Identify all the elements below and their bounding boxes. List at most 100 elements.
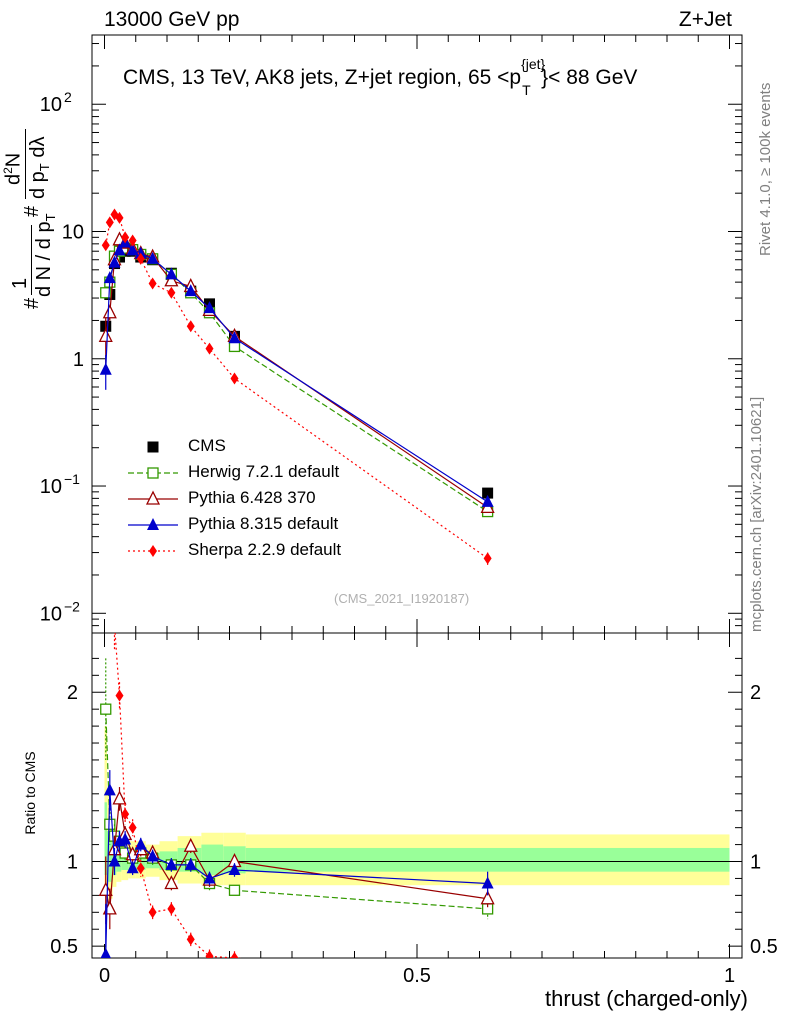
ratio-point-4-9	[186, 933, 195, 946]
ratio-point-2-3	[112, 790, 127, 805]
point-4-10	[205, 342, 214, 355]
ratio-tick-label-left-0: 0.5	[50, 936, 78, 958]
point-3-9	[184, 284, 197, 297]
plot-title-sup: {jet}	[521, 56, 546, 72]
plot-title-prefix: CMS, 13 TeV, AK8 jets, Z+jet region, 65 …	[123, 66, 522, 89]
point-3-5	[126, 243, 139, 256]
point-3-8	[165, 267, 178, 280]
y-tick-label-3: 10	[62, 222, 84, 244]
legend-entry-herwig: Herwig 7.2.1 default	[188, 462, 340, 481]
ratio-point-2-12	[480, 890, 495, 905]
ratio-point-1-1	[104, 818, 116, 830]
plot-title: CMS, 13 TeV, AK8 jets, Z+jet region, 65 …	[123, 56, 638, 98]
band-inner-4	[116, 847, 122, 872]
legend-marker-3	[147, 518, 159, 530]
ratio-point-3-5	[126, 861, 139, 874]
ratio-point-3-7	[146, 849, 159, 862]
header-process: Z+Jet	[678, 8, 732, 31]
ratio-point-3-12	[481, 876, 494, 889]
ratio-point-4-10	[205, 950, 214, 958]
ratio-point-4-2	[111, 619, 119, 631]
band-inner-2	[109, 837, 113, 882]
analysis-id: (CMS_2021_I1920187)	[334, 591, 470, 606]
plot-title-sub: T	[522, 82, 531, 98]
point-3-0	[99, 362, 112, 375]
legend-marker-0	[147, 441, 159, 453]
ratio-point-4-7	[148, 906, 157, 919]
point-4-7	[148, 277, 157, 290]
point-4-3	[115, 211, 124, 224]
point-4-0	[101, 239, 110, 252]
y-tick-label-4: 10	[40, 94, 62, 116]
point-4-8	[167, 286, 176, 299]
x-axis-label: thrust (charged-only)	[545, 986, 748, 1011]
ratio-point-2-8	[164, 875, 179, 890]
ratio-point-4-5	[128, 821, 137, 834]
band-inner-11	[201, 844, 224, 876]
point-4-12	[483, 552, 492, 565]
header-energy: 13000 GeV pp	[104, 8, 240, 31]
point-3-6	[134, 246, 147, 259]
point-4-6	[136, 252, 145, 265]
legend: CMS Herwig 7.2.1 default Pythia 6.428 37…	[118, 436, 398, 566]
ratio-tick-label-right-0: 0.5	[750, 936, 778, 958]
ratio-bands	[92, 726, 742, 904]
main-y-axis-label: # 1 d N / d pT # d2N d pT dλ	[1, 9, 58, 309]
point-3-3	[113, 243, 126, 256]
ratio-point-3-2	[108, 854, 121, 867]
ratio-point-2-9	[183, 837, 198, 852]
point-3-10	[203, 301, 216, 314]
y-tick-exp-4: 2	[64, 89, 72, 105]
x-tick-label-1: 0.5	[403, 965, 431, 987]
ratio-point-1-11	[228, 884, 241, 896]
point-2-1	[102, 304, 117, 319]
rivet-version: Rivet 4.1.0, ≥ 100k events	[757, 82, 774, 256]
legend-marker-1	[147, 467, 159, 479]
point-3-2	[108, 255, 121, 268]
ratio-tick-label-right-2: 2	[750, 682, 761, 704]
legend-entry-sherpa: Sherpa 2.2.9 default	[188, 540, 342, 559]
ratio-point-3-1	[103, 783, 116, 796]
ratio-point-4-11	[230, 952, 239, 958]
point-3-7	[146, 251, 159, 264]
ratio-point-4-1	[106, 398, 114, 410]
y-tick-label-1: 10	[40, 476, 62, 498]
ratio-axis-label: Ratio to CMS	[22, 751, 38, 835]
point-0-12	[482, 487, 494, 499]
point-3-12	[481, 494, 494, 507]
ratio-point-4-12	[484, 974, 492, 986]
legend-entry-cms: CMS	[188, 436, 226, 455]
ratio-point-1-0	[100, 703, 112, 715]
ratio-point-3-10	[203, 871, 216, 884]
ratio-tick-label-left-1: 1	[67, 852, 78, 874]
ratio-frame	[91, 632, 743, 959]
point-4-11	[230, 372, 239, 385]
legend-entry-pythia6: Pythia 6.428 370	[188, 488, 316, 507]
ratio-tick-label-right-1: 1	[750, 852, 761, 874]
y-tick-exp-0: −2	[64, 598, 80, 614]
ratio-point-3-8	[165, 857, 178, 870]
x-tick-label-0: 0	[99, 965, 110, 987]
ratio-series	[98, 398, 495, 986]
band-inner-13	[245, 847, 730, 872]
band-inner-0	[104, 802, 107, 876]
mcplots-credit: mcplots.cern.ch [arXiv:2401.10621]	[748, 396, 765, 632]
legend-entry-pythia8: Pythia 8.315 default	[188, 514, 339, 533]
point-3-11	[228, 331, 241, 344]
point-4-4	[121, 231, 130, 244]
ratio-point-4-6	[136, 862, 145, 875]
ratio-point-2-0	[98, 881, 113, 896]
main-series	[98, 208, 495, 565]
ratio-tick-label-left-2: 2	[67, 682, 78, 704]
plot-title-suffix: }< 88 GeV	[541, 66, 638, 89]
ratio-point-3-0	[100, 947, 111, 958]
point-4-1	[105, 216, 114, 229]
x-tick-label-2: 1	[724, 965, 735, 987]
legend-marker-4	[149, 545, 157, 557]
ratio-point-3-4	[119, 832, 132, 845]
y-tick-exp-1: −1	[64, 471, 80, 487]
point-2-0	[98, 327, 113, 343]
y-tick-label-2: 1	[73, 349, 84, 371]
point-3-1	[103, 271, 116, 284]
